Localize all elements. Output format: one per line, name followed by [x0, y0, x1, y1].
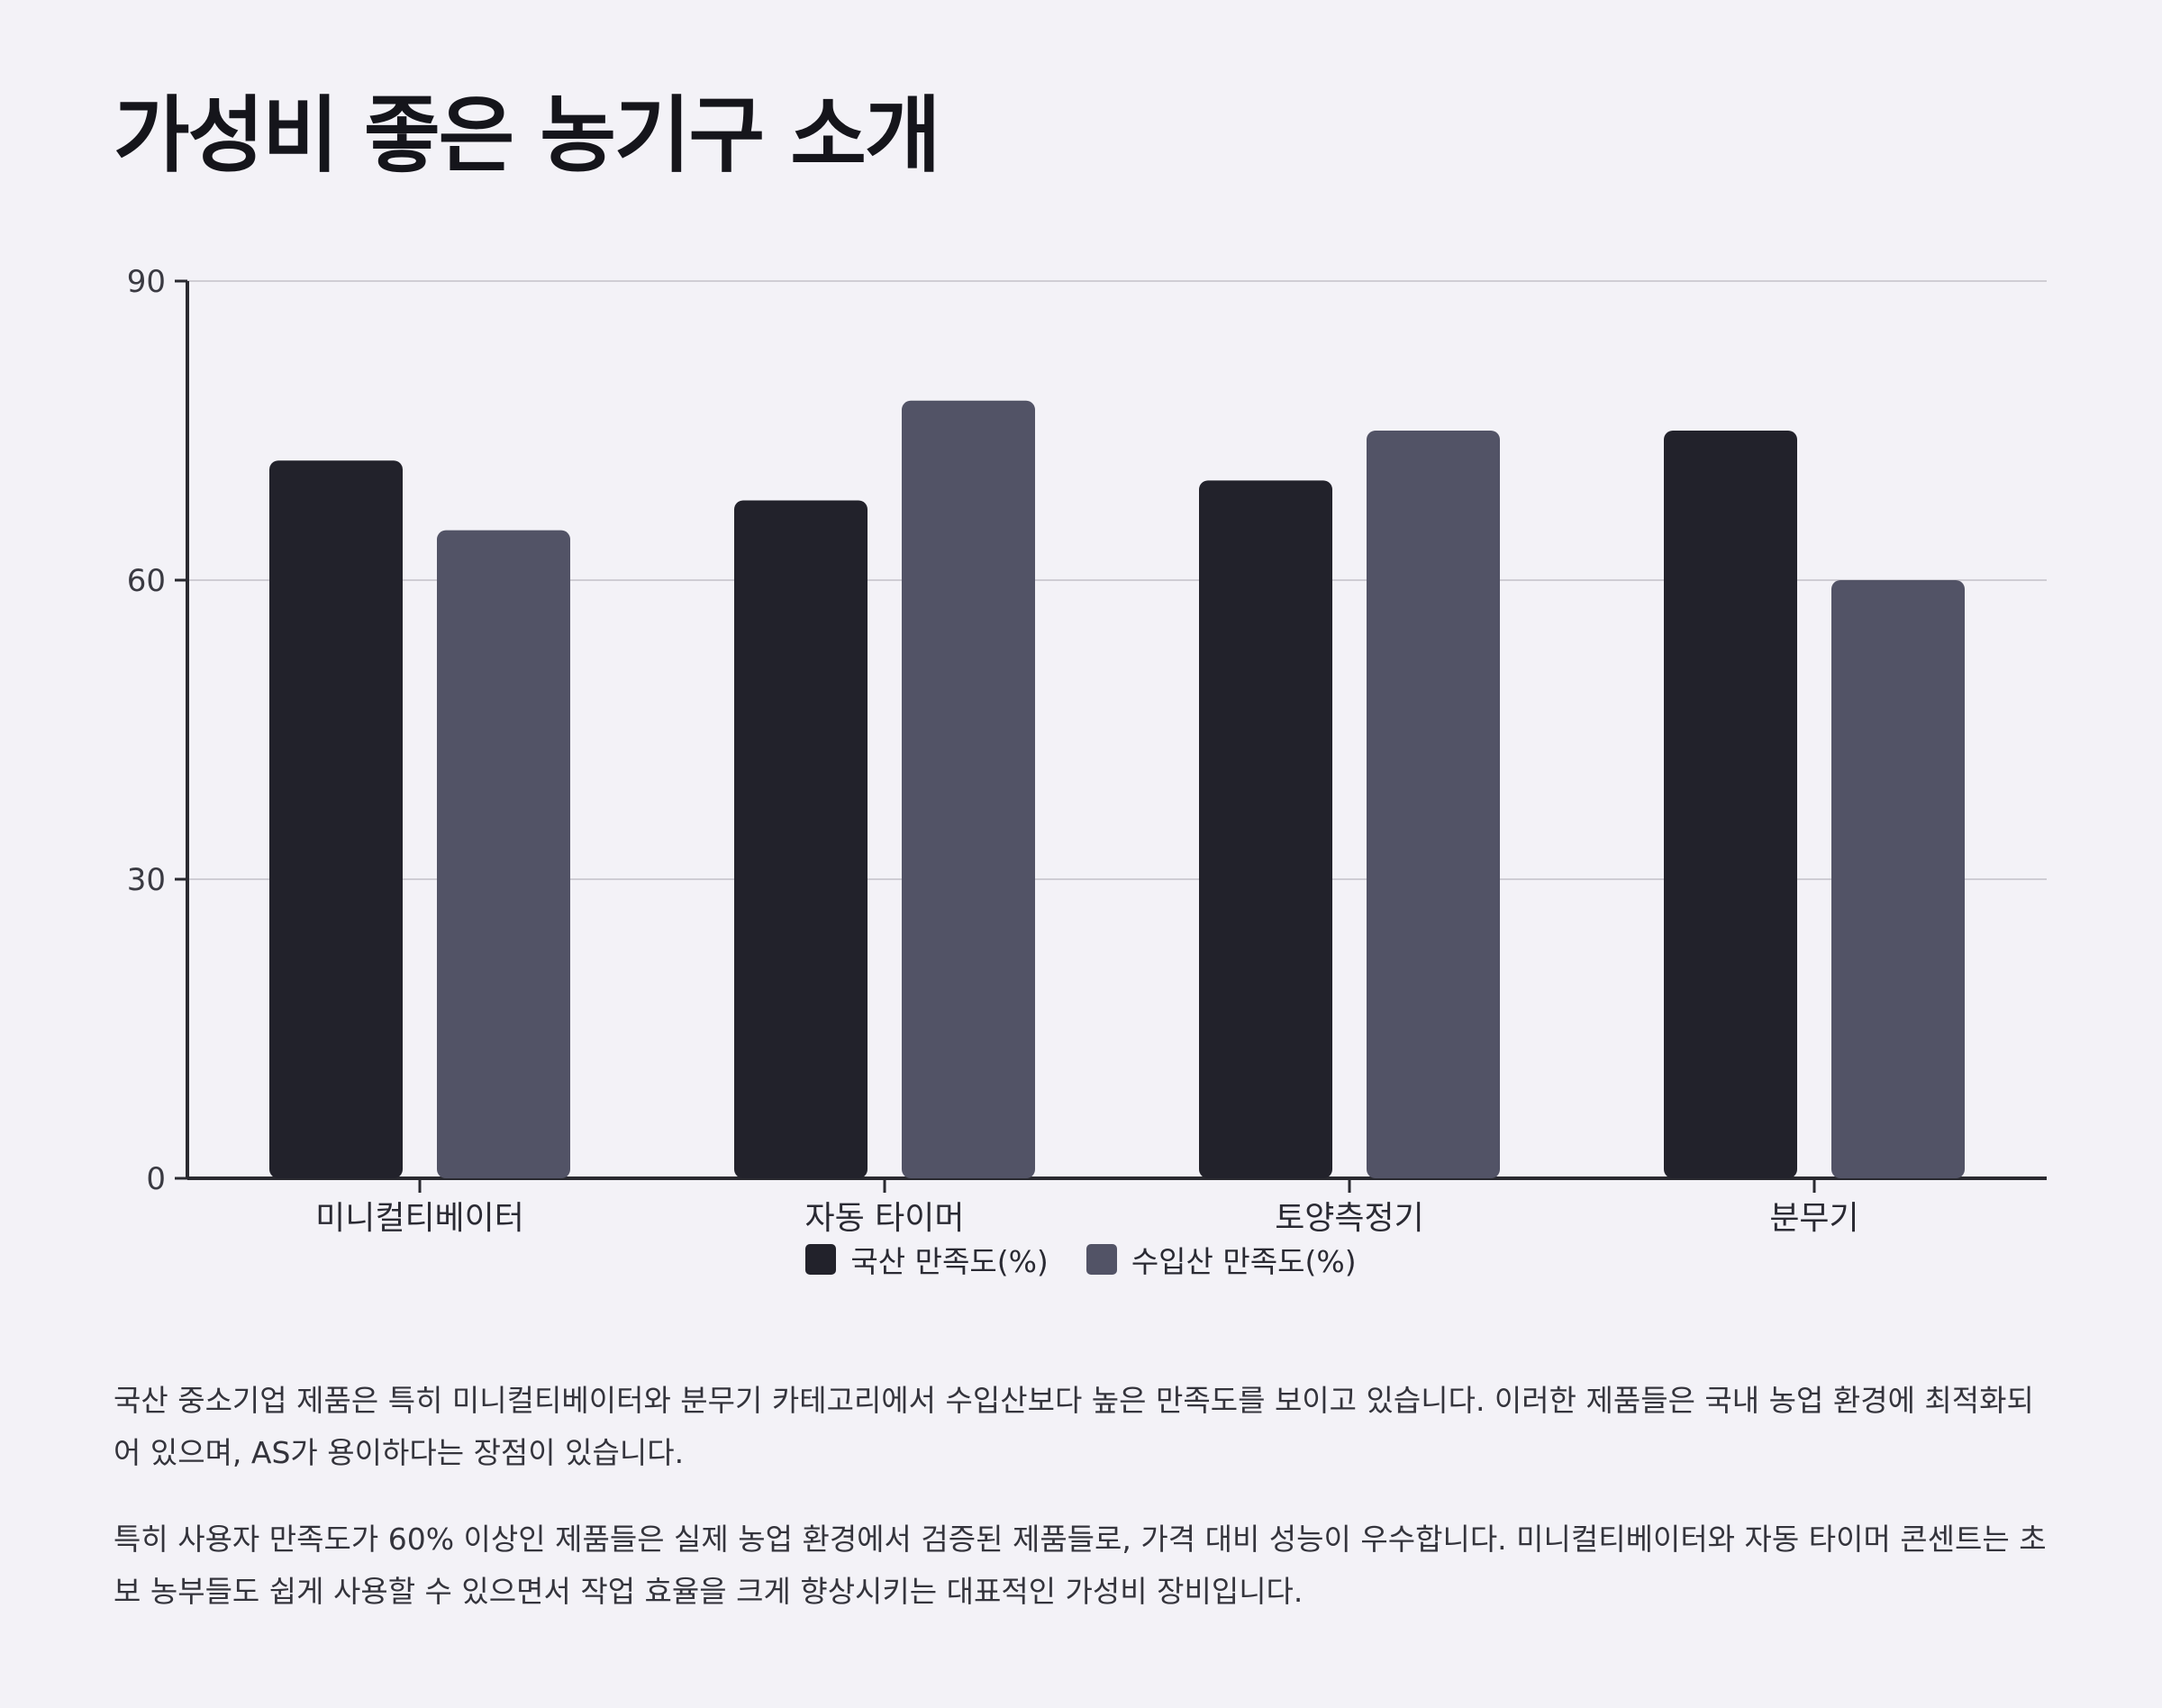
legend-swatch-domestic — [805, 1244, 837, 1275]
x-tick-label-3: 분무기 — [1769, 1200, 1858, 1237]
bar-3-0 — [1664, 431, 1797, 1178]
bar-0-1 — [437, 530, 570, 1178]
bar-2-1 — [1367, 431, 1500, 1178]
legend-label-imported: 수입산 만족도(%) — [1131, 1244, 1357, 1279]
bar-2-0 — [1199, 480, 1332, 1178]
bar-1-0 — [734, 500, 868, 1178]
x-tick-label-1: 자동 타이머 — [804, 1200, 964, 1237]
description-paragraph-1: 국산 중소기업 제품은 특히 미니컬티베이터와 분무기 카테고리에서 수입산보다… — [114, 1383, 2034, 1470]
bar-chart: 0 30 60 90 미니컬티베이터 자동 타이머 토양측정기 분무기 — [127, 264, 2047, 1237]
legend-item-imported: 수입산 만족도(%) — [1086, 1238, 1357, 1281]
bar-1-1 — [902, 400, 1035, 1178]
legend-label-domestic: 국산 만족도(%) — [850, 1244, 1049, 1279]
legend-item-domestic: 국산 만족도(%) — [805, 1238, 1049, 1281]
y-tick-label-60: 60 — [127, 563, 166, 599]
bar-3-1 — [1831, 580, 1965, 1178]
x-tick-label-0: 미니컬티베이터 — [315, 1200, 524, 1237]
x-tick-label-2: 토양측정기 — [1275, 1200, 1424, 1237]
description-paragraph-2: 특히 사용자 만족도가 60% 이상인 제품들은 실제 농업 환경에서 검증된 … — [114, 1522, 2047, 1609]
chart-legend: 국산 만족도(%) 수입산 만족도(%) — [0, 1238, 2162, 1281]
bar-0-0 — [269, 460, 403, 1178]
page-title: 가성비 좋은 농기구 소개 — [114, 87, 940, 184]
legend-swatch-imported — [1086, 1244, 1117, 1275]
y-tick-label-30: 30 — [127, 862, 166, 898]
y-tick-label-0: 0 — [146, 1161, 166, 1197]
y-tick-label-90: 90 — [127, 264, 166, 300]
